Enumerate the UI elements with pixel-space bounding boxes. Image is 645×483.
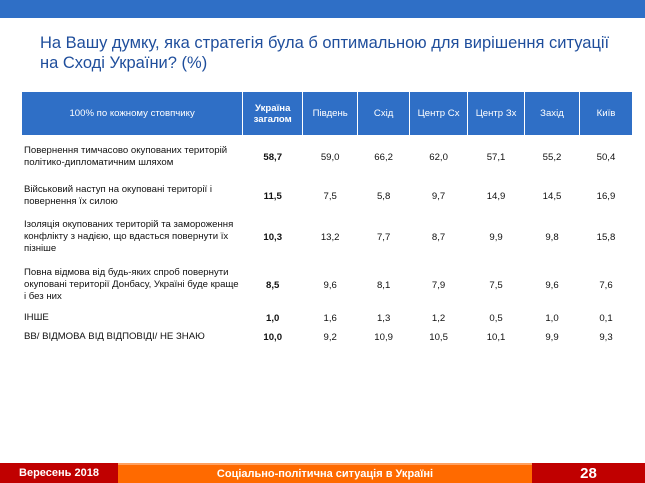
footer-date: Вересень 2018 xyxy=(0,463,118,483)
column-header: Україна загалом xyxy=(242,92,304,135)
top-bar xyxy=(0,0,645,18)
cell-value: 8,7 xyxy=(431,231,446,243)
results-table: 100% по кожному стовпчику Україна загалом… xyxy=(22,92,634,347)
cell-value: 7,9 xyxy=(431,279,446,291)
cell-value: 9,9 xyxy=(545,331,559,343)
cell-value: 8,1 xyxy=(376,279,391,291)
cell-value: 7,5 xyxy=(323,190,337,202)
cell-value: 14,5 xyxy=(542,190,562,202)
row-label: ІНШЕ xyxy=(24,312,49,323)
cell-value: 13,2 xyxy=(320,231,340,243)
cell-value: 66,2 xyxy=(374,151,393,163)
column-header: Центр Сх xyxy=(409,92,469,135)
cell-value: 58,7 xyxy=(263,151,283,163)
cell-value: 1,0 xyxy=(545,312,559,324)
cell-value: 0,5 xyxy=(489,312,503,324)
table-header: 100% по кожному стовпчику Україна загалом… xyxy=(22,92,634,135)
cell-value: 9,8 xyxy=(545,231,559,243)
cell-value: 59,0 xyxy=(320,151,340,163)
cell-value: 10,1 xyxy=(486,331,506,343)
table-row: Військовий наступ на окуповані території… xyxy=(22,179,633,213)
cell-value: 10,3 xyxy=(263,231,283,243)
cell-value: 1,2 xyxy=(431,312,446,324)
table-row: Повернення тимчасово окупованих територі… xyxy=(22,135,633,179)
cell-value: 5,8 xyxy=(376,190,391,202)
cell-value: 55,2 xyxy=(542,151,562,163)
row-label: Повернення тимчасово окупованих територі… xyxy=(24,145,228,168)
cell-value: 14,9 xyxy=(486,190,506,202)
row-label: Повна відмова від будь-яких спроб поверн… xyxy=(24,267,239,302)
cell-value: 62,0 xyxy=(429,151,448,163)
column-header: Центр Зх xyxy=(467,92,526,135)
cell-value: 7,6 xyxy=(599,279,613,291)
page-number: 28 xyxy=(532,463,645,483)
cell-value: 15,8 xyxy=(596,231,616,243)
cell-value: 9,3 xyxy=(599,331,613,343)
cell-value: 9,2 xyxy=(323,331,337,343)
cell-value: 57,1 xyxy=(486,151,506,163)
cell-value: 0,1 xyxy=(599,312,613,324)
table-row: ІНШЕ 1,0 1,6 1,3 1,2 0,5 1,0 0,1 xyxy=(22,309,633,327)
cell-value: 10,0 xyxy=(263,331,283,343)
cell-value: 9,6 xyxy=(545,279,559,291)
column-header: Південь xyxy=(302,92,359,135)
table-row: Повна відмова від будь-яких спроб поверн… xyxy=(22,261,633,309)
row-label: Військовий наступ на окуповані території… xyxy=(24,184,212,207)
cell-value: 9,9 xyxy=(489,231,503,243)
cell-value: 16,9 xyxy=(596,190,616,202)
footer: Вересень 2018 Соціально-політична ситуац… xyxy=(0,463,645,483)
slide-title: На Вашу думку, яка стратегія була б опти… xyxy=(40,34,610,72)
cell-value: 1,3 xyxy=(376,312,391,324)
cell-value: 9,6 xyxy=(323,279,337,291)
footer-subtitle: Соціально-політична ситуація в Україні xyxy=(118,463,532,483)
row-label: ВВ/ ВІДМОВА ВІД ВІДПОВІДІ/ НЕ ЗНАЮ xyxy=(24,331,205,342)
cell-value: 11,5 xyxy=(263,190,282,202)
table-row: Ізоляція окупованих територій та заморож… xyxy=(22,213,633,261)
cell-value: 10,5 xyxy=(429,331,448,343)
cell-value: 7,7 xyxy=(376,231,391,243)
column-header: Захід xyxy=(524,92,580,135)
column-header: 100% по кожному стовпчику xyxy=(22,92,244,135)
cell-value: 1,0 xyxy=(266,312,280,324)
column-header: Київ xyxy=(579,92,634,135)
table-row: ВВ/ ВІДМОВА ВІД ВІДПОВІДІ/ НЕ ЗНАЮ 10,0 9,… xyxy=(22,327,633,347)
cell-value: 10,9 xyxy=(374,331,393,343)
cell-value: 1,6 xyxy=(323,312,337,324)
cell-value: 7,5 xyxy=(489,279,503,291)
cell-value: 50,4 xyxy=(596,151,616,163)
row-label: Ізоляція окупованих територій та заморож… xyxy=(24,219,234,254)
column-header: Схід xyxy=(357,92,411,135)
cell-value: 8,5 xyxy=(266,279,280,291)
cell-value: 9,7 xyxy=(431,190,446,202)
